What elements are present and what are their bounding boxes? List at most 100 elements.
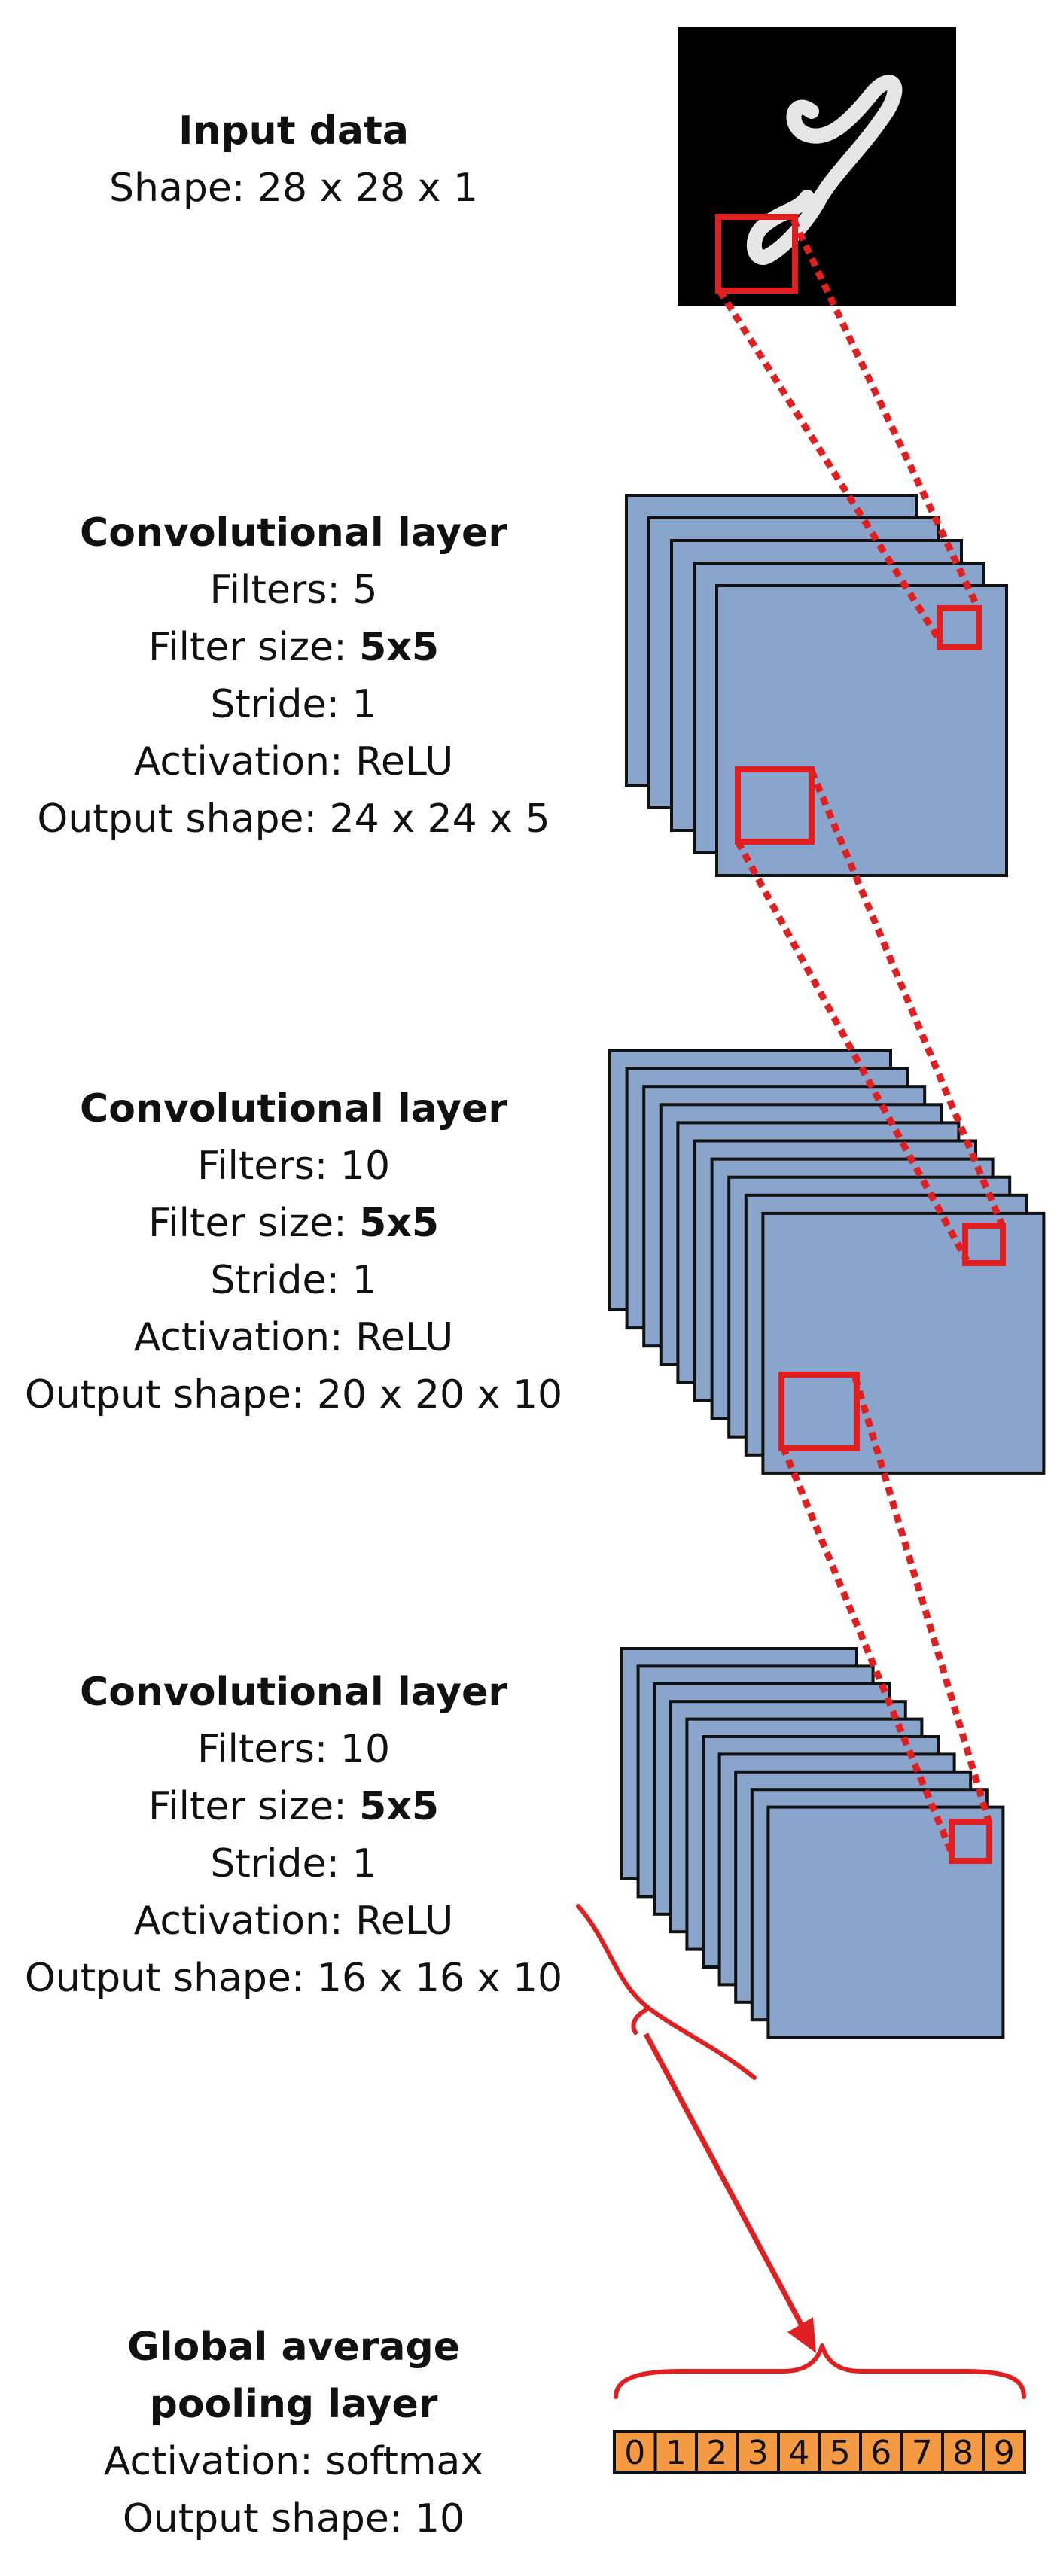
- property-value: 5: [352, 568, 378, 613]
- property-value: 10: [340, 1143, 391, 1189]
- layer-property: Filters: 10: [0, 1137, 587, 1195]
- conv2-receptive-field: [778, 1372, 860, 1451]
- input-receptive-field: [715, 214, 798, 294]
- property-value: softmax: [325, 2439, 484, 2484]
- layer-title: Global average: [127, 2325, 460, 2370]
- property-label: Filter size:: [148, 625, 347, 670]
- layer-title: Convolutional layer: [80, 1086, 507, 1131]
- arrow-head-icon: [787, 2317, 816, 2353]
- output-cell-label: 4: [788, 2434, 809, 2472]
- property-label: Stride:: [210, 1258, 340, 1303]
- dotted-connector: [808, 769, 1007, 1229]
- output-cell-2: [695, 2430, 739, 2474]
- property-value: ReLU: [355, 739, 454, 784]
- property-value: 10: [340, 1727, 391, 1772]
- output-cell-label: 2: [706, 2434, 727, 2472]
- property-value: 5x5: [359, 625, 440, 670]
- property-label: Filter size:: [148, 1201, 347, 1246]
- output-cell-label: 8: [952, 2434, 973, 2472]
- layer-title: Convolutional layer: [80, 510, 507, 556]
- layer-property: Stride: 1: [0, 676, 587, 733]
- layer-title: Convolutional layer: [80, 1670, 507, 1715]
- property-value: 16 x 16 x 10: [316, 1956, 563, 2001]
- layer-property: Filters: 5: [0, 562, 587, 619]
- layer-title: pooling layer: [149, 2382, 438, 2427]
- layer-property: Stride: 1: [0, 1835, 587, 1892]
- input-description: Input data Shape: 28 x 28 x 1: [0, 102, 587, 217]
- arrow-shaft: [643, 2032, 806, 2328]
- feature-map-stacks: [608, 494, 1046, 2039]
- output-cell-3: [736, 2430, 780, 2474]
- output-cell-label: 6: [870, 2434, 891, 2472]
- property-label: Activation:: [103, 2439, 313, 2484]
- property-label: Shape:: [109, 166, 245, 211]
- receptive-field-connectors: [717, 218, 1007, 1858]
- output-cell-label: 1: [666, 2434, 687, 2472]
- layer-property: Filter size: 5x5: [0, 619, 587, 676]
- property-label: Stride:: [210, 1841, 340, 1886]
- output-cell-6: [859, 2430, 903, 2474]
- input-image-background: [678, 27, 956, 306]
- conv3-output-cell: [949, 1819, 992, 1864]
- dotted-connector: [717, 288, 944, 645]
- output-cell-label: 0: [624, 2434, 645, 2472]
- feature-map-2: [761, 1211, 1046, 1475]
- property-value: 10: [414, 2496, 465, 2541]
- dotted-connector: [851, 1376, 993, 1825]
- property-label: Filters:: [196, 1143, 328, 1189]
- layer-title: Input data: [178, 108, 409, 154]
- dotted-connector: [735, 839, 970, 1262]
- layer-property: Activation: ReLU: [0, 1892, 587, 1950]
- output-cell-label: 3: [748, 2434, 769, 2472]
- dotted-connector: [790, 218, 982, 611]
- property-label: Output shape:: [24, 1372, 305, 1417]
- curly-brace-left: [576, 1904, 757, 2080]
- property-label: Activation:: [133, 1899, 343, 1944]
- handwritten-digit-image: [747, 75, 903, 265]
- property-value: 28 x 28 x 1: [257, 166, 478, 211]
- layer-property: Filter size: 5x5: [0, 1195, 587, 1252]
- layer-property: Activation: ReLU: [0, 1309, 587, 1366]
- layer-property: Output shape: 20 x 20 x 10: [0, 1366, 587, 1423]
- property-label: Activation:: [133, 1315, 343, 1360]
- dotted-connector: [779, 1445, 957, 1858]
- layer-property: Output shape: 24 x 24 x 5: [0, 790, 587, 848]
- property-label: Output shape:: [122, 2496, 403, 2541]
- output-cell-label: 5: [830, 2434, 851, 2472]
- feature-map-1: [715, 584, 1008, 877]
- output-cell-label: 7: [912, 2434, 933, 2472]
- property-value: 1: [352, 682, 377, 727]
- property-value: 5x5: [359, 1784, 440, 1829]
- property-value: 1: [352, 1841, 377, 1886]
- property-label: Output shape:: [24, 1956, 305, 2001]
- property-value: 5x5: [359, 1201, 440, 1246]
- property-label: Filters:: [196, 1727, 328, 1772]
- layer-property: Output shape: 16 x 16 x 10: [0, 1950, 587, 2007]
- property-label: Filters:: [209, 568, 340, 613]
- conv3-description: Convolutional layer Filters: 10 Filter siz…: [0, 1664, 587, 2007]
- layer-property: Activation: ReLU: [0, 733, 587, 790]
- property-label: Output shape:: [37, 796, 317, 842]
- property-value: ReLU: [355, 1899, 454, 1944]
- property-label: Activation:: [133, 739, 343, 784]
- layer-property: Filters: 10: [0, 1721, 587, 1778]
- conv2-description: Convolutional layer Filters: 10 Filter siz…: [0, 1080, 587, 1423]
- conv1-description: Convolutional layer Filters: 5 Filter size…: [0, 504, 587, 848]
- property-label: Filter size:: [148, 1784, 347, 1829]
- property-value: 24 x 24 x 5: [329, 796, 550, 842]
- layer-property: Filter size: 5x5: [0, 1778, 587, 1835]
- conv1-output-cell: [937, 605, 982, 650]
- layer-property: Activation: softmax: [0, 2433, 587, 2490]
- layer-property: Shape: 28 x 28 x 1: [0, 160, 587, 217]
- conv1-receptive-field: [735, 766, 815, 845]
- feature-map-3: [766, 1805, 1005, 2039]
- layer-property: Output shape: 10: [0, 2490, 587, 2547]
- layer-property: Stride: 1: [0, 1252, 587, 1309]
- property-value: ReLU: [355, 1315, 454, 1360]
- gap-description: Global average pooling layer Activation: s…: [0, 2319, 587, 2547]
- input-image-group: [678, 27, 956, 306]
- property-value: 1: [352, 1258, 377, 1303]
